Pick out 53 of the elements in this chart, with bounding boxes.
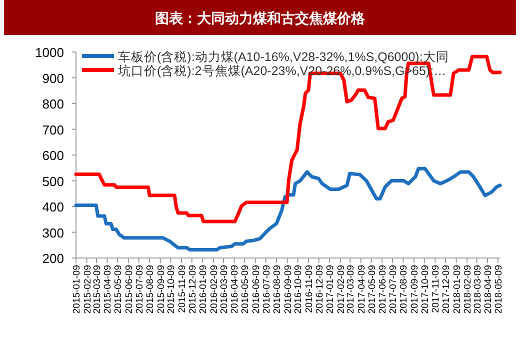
x-tick-label: 2015-05-09 <box>113 265 124 314</box>
x-tick-label: 2018-02-09 <box>462 265 474 314</box>
x-tick-label: 2015-04-09 <box>102 265 114 314</box>
x-tick-label: 2016-05-09 <box>240 265 252 314</box>
x-tick-label: 2016-02-09 <box>208 265 220 314</box>
x-tick-label: 2017-10-09 <box>420 265 431 314</box>
x-tick-label: 2015-07-09 <box>134 265 146 314</box>
x-tick-label: 2017-09-09 <box>409 265 420 314</box>
x-tick-label: 2018-05-09 <box>493 265 504 314</box>
y-tick-label: 200 <box>42 251 64 266</box>
x-tick-label: 2016-11-09 <box>304 265 315 313</box>
x-tick-label: 2017-11-09 <box>430 265 442 313</box>
y-tick-label: 300 <box>42 225 64 240</box>
y-tick-label: 1000 <box>35 45 64 60</box>
x-tick-label: 2015-08-09 <box>145 265 156 314</box>
x-tick-label: 2016-08-09 <box>272 265 284 314</box>
line-series <box>74 166 502 252</box>
x-tick-label: 2016-06-09 <box>250 265 262 314</box>
x-tick-label: 2016-07-09 <box>261 265 272 314</box>
x-tick-label: 2017-01-09 <box>325 265 336 314</box>
x-tick-label: 2015-10-09 <box>166 265 178 314</box>
x-tick-label: 2015-01-09 <box>72 265 82 314</box>
x-tick-label: 2015-12-09 <box>187 265 198 314</box>
x-tick-label: 2016-09-09 <box>282 265 294 314</box>
x-tick-label: 2016-01-09 <box>198 265 210 314</box>
x-tick-label: 2017-07-09 <box>388 265 399 314</box>
x-tick-label: 2017-06-09 <box>378 265 389 314</box>
x-tick-label: 2018-03-09 <box>472 265 484 314</box>
x-tick-label: 2017-12-09 <box>441 265 452 314</box>
x-tick-label: 2015-06-09 <box>124 265 135 314</box>
y-tick-label: 500 <box>42 174 64 189</box>
x-tick-label: 2018-01-09 <box>452 265 463 314</box>
x-tick-label: 2016-10-09 <box>293 265 304 314</box>
x-tick-label: 2016-03-09 <box>218 265 230 314</box>
x-tick-label: 2017-04-09 <box>356 265 368 314</box>
x-tick-label: 2017-03-09 <box>346 265 357 314</box>
x-tick-label: 2015-09-09 <box>156 265 167 314</box>
x-tick-label: 2017-02-09 <box>336 265 347 314</box>
legend-label: 车板价(含税):动力煤(A10-16%,V28-32%,1%S,Q6000):大同 <box>118 50 449 64</box>
y-tick-label: 900 <box>42 70 64 86</box>
x-tick-label: 2016-12-09 <box>314 265 326 314</box>
chart-title: 图表：大同动力煤和古交焦煤价格 <box>155 10 366 26</box>
x-tick-label: 2018-04-09 <box>483 265 494 314</box>
x-tick-label: 2015-11-09 <box>176 265 188 313</box>
y-tick-label: 600 <box>42 148 64 163</box>
x-tick-label: 2015-02-09 <box>82 265 94 314</box>
y-tick-label: 800 <box>42 96 64 112</box>
x-tick-label: 2015-03-09 <box>92 265 103 314</box>
x-tick-label: 2016-04-09 <box>230 265 241 314</box>
y-tick-label: 700 <box>42 122 64 138</box>
x-tick-label: 2017-05-09 <box>366 265 378 314</box>
y-tick-label: 400 <box>42 200 64 214</box>
x-tick-label: 2017-08-09 <box>398 265 410 314</box>
